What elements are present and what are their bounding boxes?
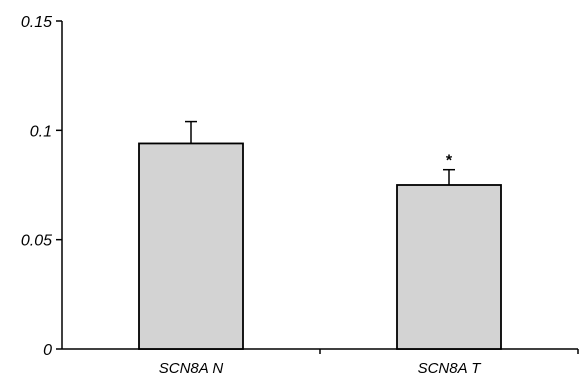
y-tick-label: 0.05 xyxy=(21,233,52,250)
bars: * xyxy=(138,120,502,350)
y-tick-label: 0.15 xyxy=(21,14,52,31)
y-tick-label: 0.1 xyxy=(30,123,52,140)
bar xyxy=(396,184,502,350)
x-axis: SCN8A N SCN8A T xyxy=(62,348,579,377)
y-axis: 0 0.05 0.1 0.15 xyxy=(21,14,63,359)
significance-marker: * xyxy=(446,153,453,170)
x-tick-label: SCN8A N xyxy=(159,360,224,377)
x-tick-label: SCN8A T xyxy=(418,360,483,377)
y-tick-label: 0 xyxy=(43,342,52,359)
bar xyxy=(138,142,244,350)
